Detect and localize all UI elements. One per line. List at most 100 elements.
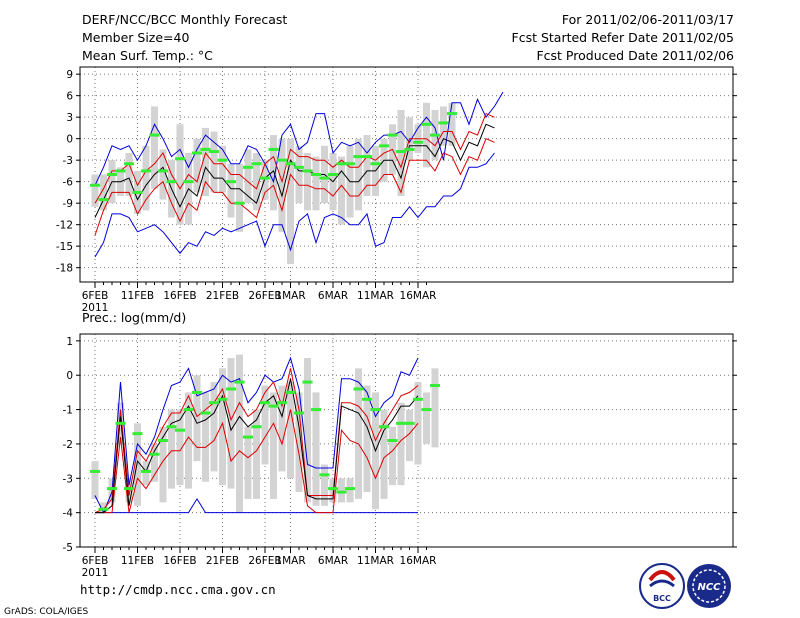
median-marker [217, 158, 228, 162]
median-marker [302, 169, 313, 173]
median-marker [251, 162, 262, 166]
ensemble-box [202, 127, 209, 196]
ensemble-box [338, 478, 345, 503]
ensemble-box [440, 106, 447, 146]
bcc-logo-arc-blue [649, 579, 675, 588]
ensemble-box [346, 478, 354, 503]
median-marker [149, 133, 160, 137]
x-tick-label: 16FEB [163, 555, 196, 567]
median-marker [260, 401, 270, 405]
x-tick-label: 6MAR [318, 555, 348, 567]
ensemble-box [321, 464, 328, 506]
ensemble-box [355, 368, 362, 499]
median-marker [175, 157, 185, 161]
median-marker [285, 390, 296, 394]
x-tick-label: 11FEB [121, 290, 154, 302]
envelope-max-line [94, 356, 419, 514]
footer: http://cmdp.ncc.cma.gov.cn GrADS: COLA/I… [4, 582, 276, 617]
ensemble-box [236, 354, 243, 513]
y-tick-label: 0 [66, 134, 73, 146]
y-tick-label: 0 [66, 370, 73, 382]
median-marker [336, 162, 347, 166]
median-marker [370, 162, 381, 166]
ensemble-box [125, 478, 133, 503]
median-marker [141, 469, 151, 473]
x-tick-label: 16MAR [400, 290, 437, 302]
median-marker [396, 421, 406, 425]
y-tick-label: -15 [56, 241, 73, 253]
median-marker [226, 180, 236, 184]
ensemble-box [193, 138, 201, 193]
ensemble-box [142, 145, 150, 211]
envelope-min-line [95, 497, 418, 514]
ensemble-box [151, 106, 158, 189]
ensemble-box [278, 138, 286, 232]
y-tick-label: -4 [63, 508, 74, 520]
median-marker [294, 411, 304, 415]
x-tick-label: 1MAR [275, 290, 305, 302]
ncc-logo-inner-ring [692, 569, 726, 603]
envelope-max-line [94, 91, 504, 186]
ensemble-box [312, 156, 320, 211]
x-year-label: 2011 [82, 302, 109, 314]
x-tick-label: 16MAR [400, 555, 437, 567]
y-tick-label: -12 [56, 220, 73, 232]
y-tick-label: -3 [63, 473, 73, 485]
x-tick-label: 11MAR [357, 555, 394, 567]
median-marker [183, 180, 194, 184]
ensemble-box [338, 156, 345, 225]
ensemble-box [142, 461, 150, 486]
ensemble-box [219, 368, 226, 486]
ensemble-box [244, 426, 252, 499]
median-marker [387, 439, 398, 442]
median-marker [251, 425, 262, 429]
precip-panel-title: Prec.: log(mm/d) [82, 310, 186, 325]
spread-lower-line [94, 138, 495, 236]
median-marker [277, 158, 287, 162]
ensemble-box [185, 392, 192, 489]
header-left: DERF/NCC/BCC Monthly Forecast Member Siz… [82, 12, 287, 63]
median-marker [115, 421, 126, 425]
header-right: For 2011/02/06-2011/03/17 Fcst Started R… [512, 12, 735, 63]
median-marker [404, 421, 415, 425]
ensemble-box [176, 124, 184, 225]
median-marker [243, 165, 253, 169]
ensemble-box [227, 358, 235, 489]
x-tick-label: 6FEB [82, 555, 109, 567]
median-marker [209, 150, 219, 154]
median-marker [132, 190, 143, 194]
median-marker [90, 469, 100, 473]
ensemble-box [423, 392, 430, 444]
ensemble-box [261, 160, 269, 200]
median-marker [200, 411, 211, 415]
ensemble-box [159, 149, 167, 200]
median-marker [421, 408, 432, 412]
median-marker [387, 133, 398, 137]
forecast-started-date: Fcst Started Refer Date 2011/02/05 [512, 30, 735, 45]
temperature-panel: 9 6 3 0 -3 -6 -9 -12 -15 -18 6FEB 11FEB 16FEB 21FEB 26… [56, 66, 737, 314]
median-marker [319, 473, 330, 477]
ensemble-box [219, 145, 226, 193]
x-tick-label: 26FEB [248, 555, 281, 567]
median-marker [107, 487, 117, 491]
x-tick-label: 21FEB [206, 555, 239, 567]
forecast-period: For 2011/02/06-2011/03/17 [562, 12, 734, 27]
x-tick-label: 11MAR [357, 290, 394, 302]
median-marker [124, 162, 134, 166]
median-marker [438, 121, 449, 125]
plot-frame [79, 333, 734, 548]
ensemble-box [91, 461, 99, 499]
ensemble-box [236, 163, 243, 232]
figure-title: DERF/NCC/BCC Monthly Forecast [82, 12, 287, 27]
ensemble-box [176, 409, 184, 486]
median-marker [353, 155, 364, 159]
median-marker [166, 425, 177, 429]
y-tick-label: -3 [63, 155, 73, 167]
median-marker [132, 432, 143, 436]
median-marker [90, 183, 100, 187]
median-marker [421, 122, 432, 126]
plot-frame [79, 66, 734, 283]
ensemble-box [193, 375, 201, 462]
precip-panel: 1 0 -1 -2 -3 -4 -5 6FEB 11FEB 16FEB 21FEB 26FEB1MAR… [63, 333, 737, 579]
